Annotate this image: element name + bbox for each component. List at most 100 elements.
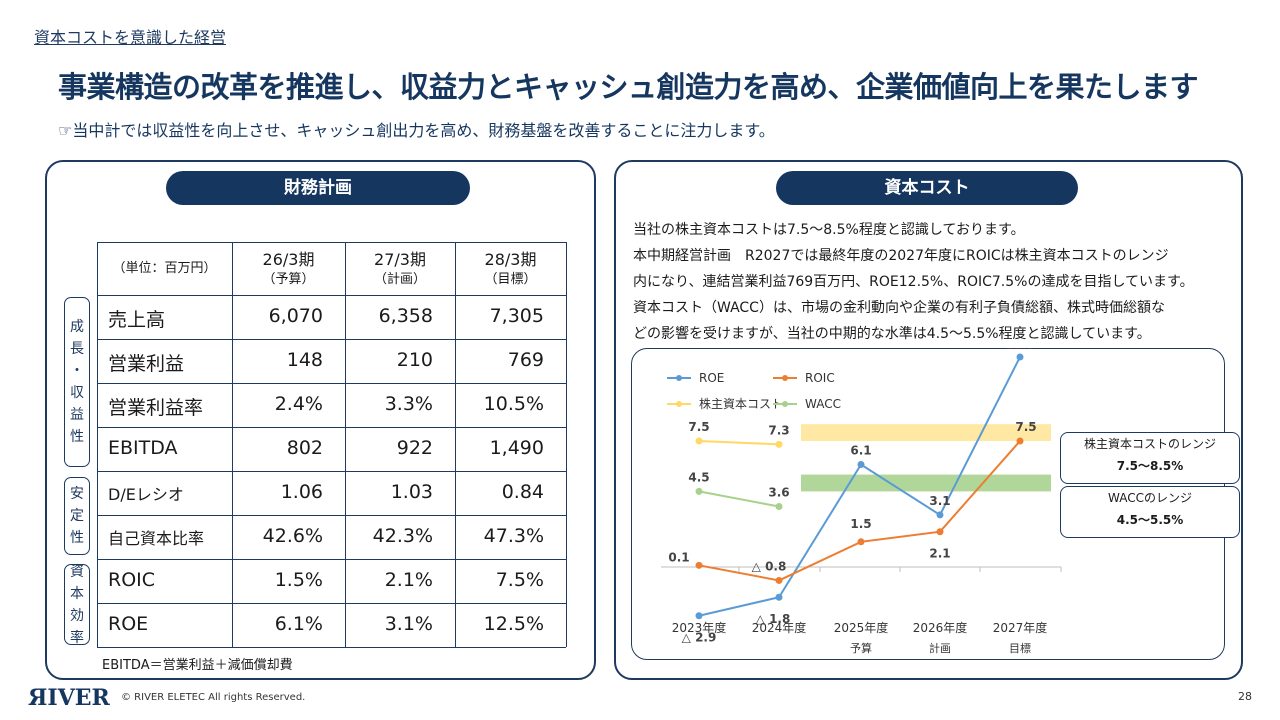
group-label-char: 性 [70,429,84,445]
column-note: （予算） [262,272,315,287]
row-value: 210 [396,349,433,371]
row-value: 6,358 [378,305,433,327]
row-label: ROE [108,613,149,635]
page-number: 28 [1238,690,1252,703]
group-label-char: 定 [70,508,84,524]
row-value: 0.84 [501,481,544,503]
column-year: 26/3期 [262,250,315,269]
x-tick-label: 2027年度 [993,620,1048,635]
group-label-char: 長 [70,341,84,357]
row-value: 1.5% [274,569,323,591]
description-line: 資本コスト（WACC）は、市場の金利動向や企業の有利子負債総額、株式時価総額な [633,300,1165,316]
table-column-border [455,242,456,647]
row-value: 7,305 [489,305,544,327]
column-note: （計画） [373,272,426,287]
legend-label: 株主資本コスト [699,396,783,411]
series-point [857,538,865,546]
table-border [97,242,566,243]
table-row-border [97,559,566,560]
row-value: 6.1% [274,613,323,635]
description-line: どの影響を受けますが、当社の中期的な水準は4.5～5.5%程度と認識しています。 [633,326,1151,342]
table-row-border [97,515,566,516]
row-value: 1,490 [489,437,544,459]
row-value: 922 [396,437,433,459]
row-value: 3.3% [384,393,433,415]
data-label: 12.5 [1005,348,1035,352]
group-label-char: 効 [70,607,84,624]
group-label-char: 収 [70,385,84,401]
row-value: 7.5% [495,569,544,591]
group-label-char: 性 [70,530,84,546]
row-value: 1.06 [280,481,323,503]
series-point [775,503,783,511]
x-tick-note: 目標 [1009,641,1031,655]
series-point [775,440,783,448]
table-column-border [232,242,233,647]
table-row-border [97,471,566,472]
x-tick-label: 2026年度 [913,620,968,635]
table-row-border [97,647,566,648]
column-year: 28/3期 [484,250,537,269]
group-label-char: 本 [70,585,84,602]
x-tick-note: 計画 [929,641,951,655]
series-line-WACC [698,490,780,508]
group-label-char: 資 [70,563,84,580]
wacc-range-title: WACCのレンジ [1108,491,1192,505]
series-point [775,593,783,601]
data-label: 3.1 [929,494,950,508]
row-label: 自己資本比率 [108,529,205,548]
table-row-border [97,339,566,340]
group-label-char: ・ [70,363,84,379]
financial-plan-panel [45,160,596,680]
legend-swatch-point [676,401,682,407]
capital-cost-description: 当社の株主資本コストは7.5～8.5%程度と認識しております。 本中期経営計画 … [633,217,1233,347]
row-value: 769 [507,349,544,371]
row-value: 1.03 [390,481,433,503]
description-line: 当社の株主資本コストは7.5～8.5%程度と認識しております。 [633,222,1025,238]
group-label: 安定性 [64,477,90,555]
description-line: 本中期経営計画 R2027では最終年度の2027年度にROICは株主資本コストの… [633,248,1169,264]
row-value: 2.4% [274,393,323,415]
page-subtitle: ☞当中計では収益性を向上させ、キャッシュ創出力を高め、財務基盤を改善することに注… [58,121,775,140]
group-label-char: 率 [70,629,84,646]
group-label-char: 安 [70,486,84,502]
row-value: 148 [286,349,323,371]
legend-swatch-point [676,375,682,381]
legend-swatch-point [782,375,788,381]
row-label: 売上高 [108,309,166,331]
row-value: 6,070 [268,305,323,327]
series-point [695,487,703,495]
x-tick-note: 予算 [850,641,872,655]
table-row-border [97,427,566,428]
row-value: 10.5% [483,393,544,415]
series-point [1016,353,1024,361]
data-label: 0.1 [668,550,689,564]
copyright-text: © RIVER ELETEC All rights Reserved. [121,692,306,703]
row-label: D/Eレシオ [108,485,184,504]
data-label: 6.1 [850,444,871,458]
series-point [857,461,865,469]
group-label: 成長・収益性 [64,297,90,467]
financial-plan-heading: 財務計画 [166,171,470,205]
table-row-border [97,603,566,604]
row-label: EBITDA [108,437,178,459]
series-point [695,561,703,569]
range-band [801,474,1051,492]
capcost-range-title: 株主資本コストのレンジ [1083,437,1216,451]
table-row-border [97,295,566,296]
wacc-range-box: WACCのレンジ 4.5～5.5% [1060,486,1240,538]
data-label: △ 0.8 [752,559,787,573]
table-row-border [97,383,566,384]
row-value: 3.1% [384,613,433,635]
capcost-range-value: 7.5～8.5% [1116,459,1184,473]
row-label: 営業利益率 [108,397,204,419]
x-tick-label: 2025年度 [834,620,889,635]
data-label: 4.5 [688,470,709,484]
table-column-border [345,242,346,647]
series-point [695,612,703,620]
column-note: （目標） [484,272,537,287]
row-value: 47.3% [483,525,544,547]
series-line-株主資本コスト [698,440,780,446]
data-label: 3.6 [768,486,789,500]
